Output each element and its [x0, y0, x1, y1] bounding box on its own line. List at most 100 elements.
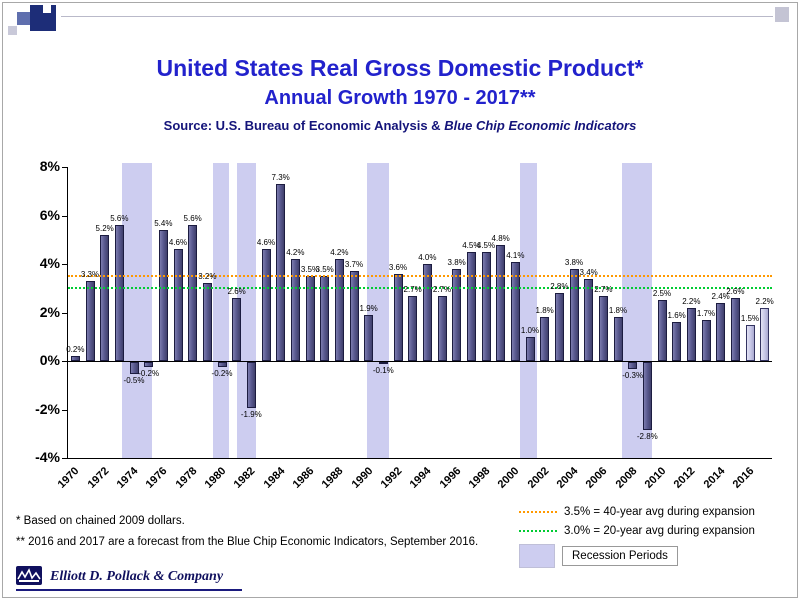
bar-2012 [686, 307, 696, 361]
bar-value-label-1984: 7.3% [271, 172, 290, 182]
bar-value-label-1972: 5.2% [95, 223, 114, 233]
deco-square-gray-right [775, 7, 789, 22]
bar-value-label-1994: 4.0% [418, 253, 437, 262]
bar-value-label-2015: 2.6% [726, 286, 745, 296]
y-axis-label: 2% [39, 303, 60, 320]
bar-2013 [701, 319, 711, 361]
bar-2017 [760, 307, 770, 361]
source-line: Source: U.S. Bureau of Economic Analysis… [3, 118, 797, 133]
bar-2007 [613, 317, 623, 361]
y-tick-mark [62, 215, 68, 217]
bar-value-label-1998: 4.5% [476, 240, 496, 250]
bar-value-label-1983: 4.6% [256, 238, 276, 248]
bar-2011 [672, 322, 682, 361]
bar-2003 [554, 293, 564, 361]
bar-2002 [540, 317, 550, 361]
footnote-1: * Based on chained 2009 dollars. [16, 515, 185, 527]
bar-1996 [452, 268, 462, 361]
bar-1998 [481, 251, 491, 361]
bar-2010 [657, 300, 667, 361]
bar-value-label-1992: 3.6% [388, 262, 408, 272]
bar-1977 [173, 249, 183, 361]
bar-value-label-2016: 1.5% [740, 313, 760, 323]
bar-value-label-2009: -2.8% [636, 431, 658, 441]
bar-2004 [569, 268, 579, 361]
bar-value-label-2006: 2.7% [594, 284, 613, 294]
deco-top-line [61, 16, 773, 17]
bar-1988 [334, 259, 344, 361]
bar-value-label-2004: 3.8% [564, 257, 584, 267]
bar-value-label-1990: 1.9% [359, 303, 378, 313]
bar-value-label-1971: 3.3% [80, 269, 100, 279]
legend-20yr-avg: 3.0% = 20-year avg during expansion [519, 525, 787, 537]
bar-1984 [276, 183, 286, 361]
bar-1970 [70, 356, 80, 361]
y-tick-mark [62, 264, 68, 265]
source-italic: Blue Chip Economic Indicators [444, 118, 637, 133]
bar-value-label-1980: -0.2% [211, 368, 233, 378]
bar-value-label-2017: 2.2% [755, 296, 774, 306]
recession-period-swatch [519, 544, 555, 568]
bar-1997 [466, 251, 476, 361]
recession-band [367, 163, 390, 458]
bar-1983 [261, 249, 271, 361]
bar-1993 [408, 295, 418, 361]
y-tick-mark [62, 409, 68, 411]
orange-dotted-line-swatch [519, 511, 557, 513]
bar-value-label-2002: 1.8% [535, 306, 554, 316]
bar-value-label-1995: 2.7% [432, 284, 452, 294]
bar-value-label-1982: -1.9% [240, 410, 262, 420]
company-logo: Elliott D. Pollack & Company [16, 566, 242, 591]
bar-value-label-1986: 3.5% [300, 265, 320, 275]
bar-1982 [246, 362, 256, 409]
bar-2008 [628, 362, 638, 370]
deco-square-gray-small [8, 26, 17, 35]
bar-value-label-1985: 4.2% [286, 248, 305, 258]
bar-1989 [349, 271, 359, 361]
deco-square-white-notch [43, 5, 51, 13]
footnotes: * Based on chained 2009 dollars. ** 2016… [16, 515, 478, 557]
bar-2009 [642, 362, 652, 430]
slide-subtitle: Annual Growth 1970 - 2017** [264, 87, 536, 109]
bar-1995 [437, 295, 447, 361]
bar-value-label-1999: 4.8% [491, 233, 510, 243]
company-logo-text: Elliott D. Pollack & Company [50, 569, 224, 584]
bar-value-label-2012: 2.2% [682, 296, 701, 306]
bar-1978 [188, 225, 198, 361]
bar-2015 [730, 297, 740, 361]
bar-value-label-1977: 4.6% [168, 238, 188, 248]
bar-1992 [393, 273, 403, 361]
y-tick-mark [62, 167, 68, 168]
bar-1973 [114, 225, 124, 361]
bar-value-label-2000: 4.1% [506, 250, 525, 260]
bar-1976 [158, 230, 168, 361]
y-axis-label: 6% [39, 206, 60, 223]
bar-1985 [290, 259, 300, 361]
bar-1990 [364, 314, 374, 361]
x-axis-line [67, 458, 772, 459]
legend-recession-label: Recession Periods [562, 546, 678, 566]
bar-value-label-2001: 1.0% [520, 325, 540, 335]
y-axis-label: 4% [39, 255, 60, 271]
bar-1980 [217, 362, 227, 367]
y-tick-mark [62, 312, 68, 314]
bar-1981 [232, 297, 242, 361]
y-tick-mark [62, 361, 68, 362]
header: United States Real Gross Domestic Produc… [3, 55, 797, 133]
bar-value-label-2011: 1.6% [667, 311, 686, 321]
recession-band [213, 163, 230, 458]
bar-1994 [422, 264, 432, 361]
bar-value-label-2005: 3.4% [579, 267, 598, 277]
bar-1974 [129, 362, 139, 375]
bar-1971 [85, 280, 95, 361]
bar-value-label-1987: 3.5% [315, 265, 334, 275]
legend-recession: Recession Periods [519, 544, 787, 568]
bar-2001 [525, 336, 535, 361]
bar-value-label-1974: -0.5% [123, 376, 145, 386]
bar-value-label-2010: 2.5% [652, 289, 672, 299]
legend-40yr-avg-label: 3.5% = 40-year avg during expansion [564, 506, 755, 518]
bar-value-label-1978: 5.6% [183, 214, 202, 224]
bar-value-label-1991: -0.1% [372, 366, 394, 376]
bar-2005 [584, 278, 594, 361]
